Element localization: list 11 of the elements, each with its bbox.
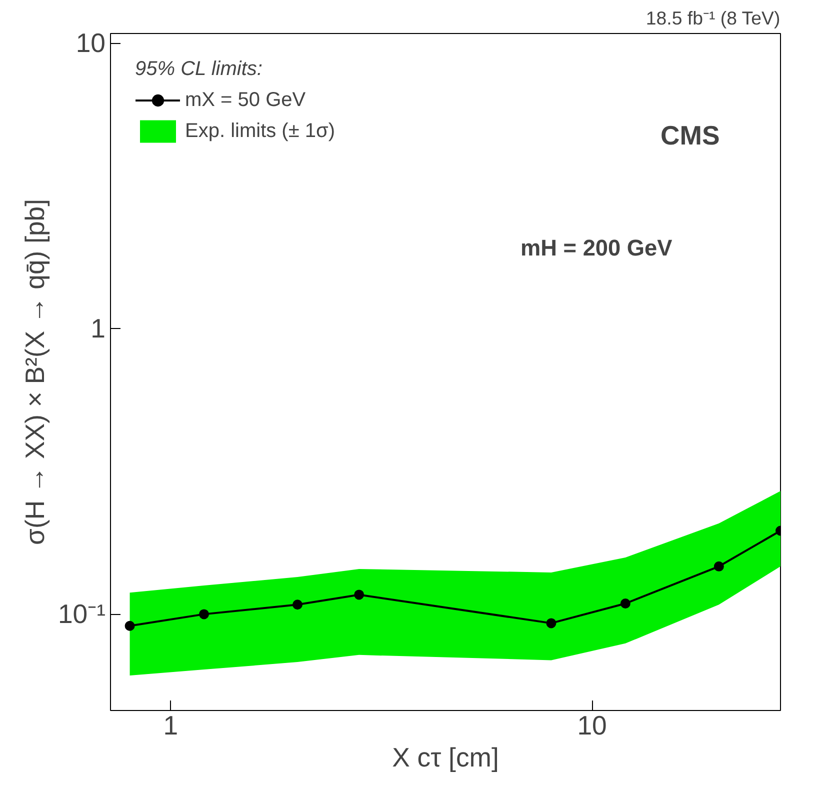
x-axis-title: X cτ [cm] bbox=[392, 742, 499, 772]
legend-label: Exp. limits (± 1σ) bbox=[185, 120, 335, 142]
legend-label: mX = 50 GeV bbox=[185, 88, 306, 112]
annotation: mH = 200 GeV bbox=[520, 234, 672, 260]
chart-title: 18.5 fb⁻¹ (8 TeV) bbox=[646, 8, 780, 28]
y-tick-label: 10⁻¹ bbox=[58, 599, 106, 630]
legend-title: 95% CL limits: bbox=[135, 58, 264, 81]
y-tick-label: 10 bbox=[76, 28, 106, 58]
y-tick-label: 1 bbox=[90, 314, 106, 344]
annotation: CMS bbox=[660, 120, 720, 150]
y-axis-title: σ(H → XX) × B²(X → qq̄) [pb] bbox=[20, 198, 50, 546]
